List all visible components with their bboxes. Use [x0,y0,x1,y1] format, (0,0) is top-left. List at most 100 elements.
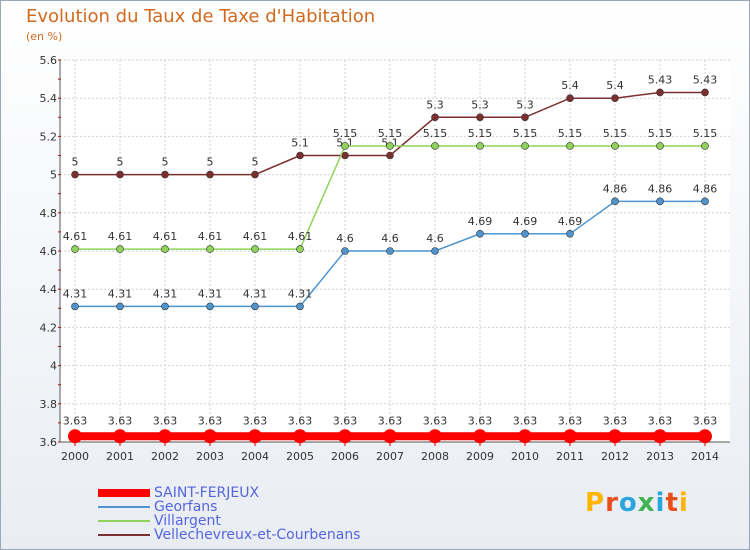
data-point [476,230,484,238]
data-point [701,142,709,150]
data-point [71,170,79,179]
data-point [161,302,169,311]
x-tick-label: 2007 [376,450,404,463]
data-point [518,429,532,444]
data-point [341,247,349,255]
data-label: 4.31 [243,287,268,300]
data-label: 3.63 [63,414,88,427]
legend-label: Villargent [154,513,221,529]
data-label: 5.15 [648,127,673,140]
y-tick-label: 4.2 [40,321,58,334]
data-label: 4.69 [558,215,583,228]
y-tick-label: 5.4 [40,92,58,105]
data-point [656,88,664,97]
data-point [251,302,259,311]
data-label: 3.63 [243,414,268,427]
y-tick-label: 3.6 [40,436,58,449]
data-point [71,245,79,253]
data-label: 3.63 [378,414,403,427]
data-label: 4.31 [288,287,313,300]
data-point [611,142,619,150]
data-label: 3.63 [423,414,448,427]
data-label: 3.63 [648,414,673,427]
logo-letter: t [665,488,679,518]
data-label: 5 [117,156,124,169]
data-label: 4.6 [426,232,444,245]
y-tick-label: 5 [50,169,57,182]
data-label: 5.15 [603,127,628,140]
data-label: 3.63 [513,414,538,427]
data-point [296,302,304,311]
legend-label: Georfans [154,499,218,515]
data-label: 4.69 [513,215,538,228]
data-point [386,151,394,160]
data-label: 4.61 [108,230,133,243]
legend-item-villargent: Villargent [98,514,360,528]
data-label: 4.61 [243,230,268,243]
data-point [203,429,217,444]
data-label: 4.31 [108,287,133,300]
data-point [431,113,439,122]
x-tick-label: 2000 [61,450,89,463]
data-point [68,429,82,444]
data-point [521,113,529,122]
logo-letter: P [585,488,606,518]
data-label: 5 [252,156,259,169]
data-point [296,245,304,253]
data-label: 3.63 [108,414,133,427]
logo-letter: o [618,488,638,518]
data-point [158,429,172,444]
x-tick-label: 2011 [556,450,584,463]
x-tick-label: 2008 [421,450,449,463]
x-tick-label: 2003 [196,450,224,463]
data-label: 3.63 [198,414,223,427]
data-point [566,230,574,238]
data-point [656,142,664,150]
data-point [248,429,262,444]
legend-item-georfans: Georfans [98,500,360,514]
data-label: 4.86 [693,182,718,195]
x-tick-label: 2005 [286,450,314,463]
data-label: 4.6 [336,232,354,245]
legend-label: SAINT-FERJEUX [154,485,260,501]
x-tick-label: 2012 [601,450,629,463]
data-point [476,113,484,122]
data-label: 4.31 [198,287,223,300]
x-tick-label: 2006 [331,450,359,463]
x-tick-label: 2001 [106,450,134,463]
data-label: 4.61 [288,230,313,243]
legend-swatch-georfans [98,506,150,508]
data-point [116,245,124,253]
data-point [206,245,214,253]
y-tick-label: 4.6 [40,245,58,258]
data-point [251,245,259,253]
legend-item-vellechevreux: Vellechevreux-et-Courbenans [98,528,360,542]
data-point [521,230,529,238]
y-tick-label: 4 [50,360,57,373]
x-tick-label: 2014 [691,450,719,463]
data-point [431,142,439,150]
data-label: 4.61 [153,230,178,243]
y-tick-label: 3.8 [40,398,58,411]
data-label: 4.61 [63,230,88,243]
data-point [206,170,214,179]
data-label: 5.15 [513,127,538,140]
data-label: 4.86 [603,182,628,195]
legend-swatch-vellechevreux [98,534,150,536]
legend-swatch-villargent [98,520,150,522]
data-label: 5.3 [426,98,444,111]
data-point [701,197,709,206]
data-point [251,170,259,179]
x-tick-label: 2010 [511,450,539,463]
data-point [653,429,667,444]
x-tick-label: 2013 [646,450,674,463]
data-point [431,247,439,255]
data-label: 5.15 [378,127,403,140]
data-label: 4.86 [648,182,673,195]
logo-letter: i [678,488,689,518]
data-label: 4.61 [198,230,223,243]
y-tick-label: 5.2 [40,130,58,143]
data-label: 5.3 [516,98,534,111]
y-tick-label: 4.8 [40,207,58,220]
